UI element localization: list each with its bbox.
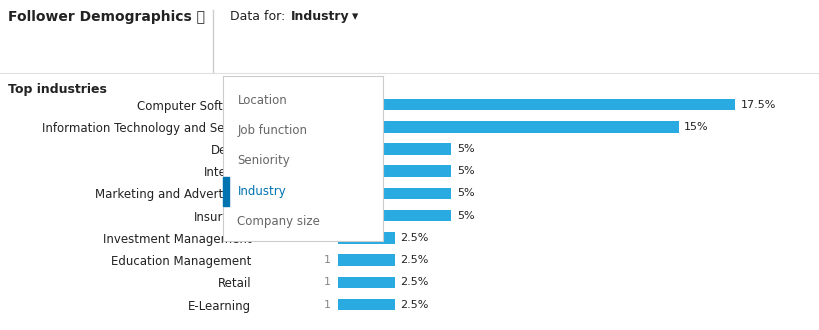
Text: 2.5%: 2.5% [400, 300, 428, 310]
Text: Company size: Company size [238, 214, 320, 228]
Text: Industry: Industry [238, 185, 286, 198]
Text: Job function: Job function [238, 124, 307, 137]
Text: 5%: 5% [456, 188, 474, 198]
Text: 2.5%: 2.5% [400, 233, 428, 243]
Bar [337, 121, 678, 133]
Text: Top industries: Top industries [8, 82, 107, 95]
Text: 5%: 5% [456, 211, 474, 221]
Bar [337, 299, 394, 310]
Text: 1: 1 [324, 255, 331, 265]
Bar [337, 188, 451, 199]
Text: 5%: 5% [456, 166, 474, 176]
Text: 2: 2 [324, 211, 331, 221]
Bar [337, 143, 451, 155]
Text: Follower Demographics ⓘ: Follower Demographics ⓘ [8, 10, 205, 24]
Bar [337, 254, 394, 266]
Text: Industry: Industry [291, 10, 349, 23]
Bar [223, 177, 229, 206]
Text: Data for:: Data for: [229, 10, 292, 23]
Text: Location: Location [238, 94, 287, 107]
Bar [337, 210, 451, 221]
Text: 2.5%: 2.5% [400, 255, 428, 265]
Text: ▾: ▾ [348, 10, 359, 23]
Text: 5%: 5% [456, 144, 474, 154]
Text: 1: 1 [324, 300, 331, 310]
Text: Seniority: Seniority [238, 153, 290, 167]
Bar [337, 166, 451, 177]
Text: 2.5%: 2.5% [400, 277, 428, 287]
Bar [337, 277, 394, 288]
Text: 1: 1 [324, 233, 331, 243]
Bar [337, 232, 394, 244]
Text: 17.5%: 17.5% [740, 100, 776, 110]
Text: 1: 1 [324, 277, 331, 287]
Text: 15%: 15% [684, 122, 708, 132]
Text: 2: 2 [324, 188, 331, 198]
Bar [337, 99, 735, 111]
